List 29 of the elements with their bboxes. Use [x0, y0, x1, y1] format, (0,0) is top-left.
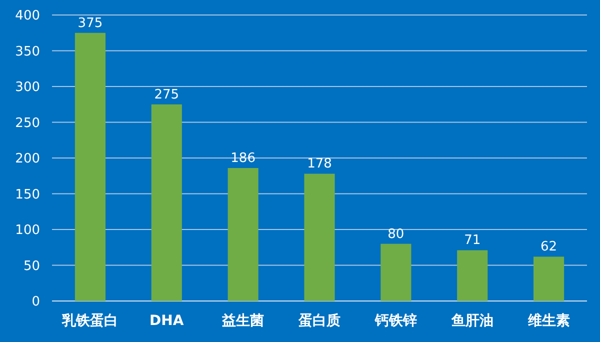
x-tick-label: 乳铁蛋白 [61, 313, 118, 329]
y-tick-label: 350 [15, 44, 40, 60]
data-label: 275 [154, 87, 180, 102]
bar [228, 168, 258, 301]
x-tick-label: 鱼肝油 [450, 313, 494, 329]
bar [380, 244, 412, 301]
x-tick-label: 蛋白质 [298, 312, 340, 329]
bar [151, 104, 182, 301]
data-label: 80 [388, 226, 404, 242]
x-tick-label: DHA [150, 313, 184, 329]
y-tick-label: 150 [15, 187, 40, 202]
data-label: 62 [540, 240, 558, 255]
y-tick-label: 400 [15, 8, 40, 24]
x-tick-label: 维生素 [526, 312, 570, 329]
y-tick-label: 250 [15, 116, 40, 131]
y-tick-label: 50 [23, 258, 40, 274]
y-tick-label: 100 [15, 223, 40, 238]
y-tick-label: 300 [15, 80, 40, 96]
y-tick-label: 200 [15, 152, 40, 167]
bar [304, 174, 335, 301]
data-label: 375 [78, 16, 103, 31]
bar [74, 32, 106, 301]
bar [534, 256, 564, 301]
bar [457, 250, 488, 301]
x-tick-label: 益生菌 [221, 313, 264, 329]
x-tick-label: 钙铁锌 [374, 313, 417, 329]
data-label: 71 [464, 233, 481, 248]
y-tick-label: 0 [32, 294, 40, 310]
data-label: 178 [307, 156, 332, 172]
